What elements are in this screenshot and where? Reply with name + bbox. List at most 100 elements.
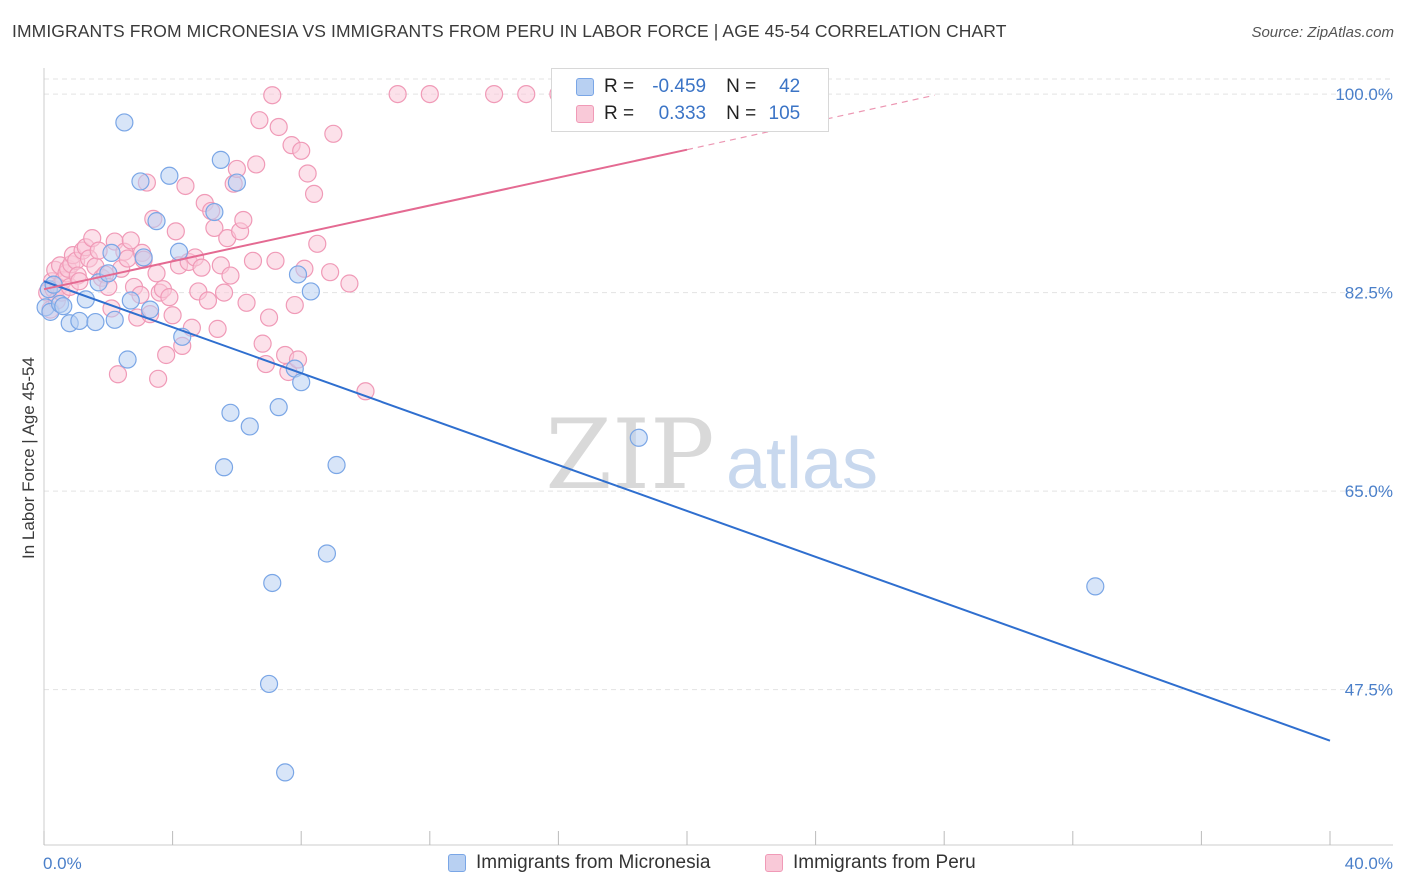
peru-point [420,84,439,104]
chart-title: IMMIGRANTS FROM MICRONESIA VS IMMIGRANTS… [12,21,1007,41]
peru-point [517,84,536,104]
micronesia-point [118,350,137,369]
micronesia-swatch [576,78,594,96]
micronesia-point [240,417,259,436]
micronesia-point [317,544,337,563]
peru-point [234,210,253,230]
micronesia-point [54,297,73,316]
micronesia-point [288,265,308,284]
y-tick-label: 82.5% [1345,284,1393,303]
y-tick-label: 47.5% [1345,681,1393,700]
legend-r-value: -0.459 [652,76,707,97]
micronesia-point [259,674,279,694]
peru-point [304,184,324,204]
peru-legend-label: Immigrants from Peru [793,852,976,873]
peru-point [163,306,182,325]
peru-point [259,308,279,327]
peru-point [388,84,407,104]
legend-r-value: 0.333 [658,103,707,124]
axes: 100.0% 82.5% 65.0% 47.5% 0.0% 40.0% [43,68,1393,873]
legend-row-peru: R = 0.333 N = 105 [552,101,800,127]
series-legend-peru: Immigrants from Peru [765,852,976,874]
legend-r-label: R = [604,103,635,124]
stats-legend: R = -0.459 N = 42 R = 0.333 N = 105 [551,68,829,132]
micronesia-point [147,212,166,231]
micronesia-point [102,243,121,262]
peru-legend-swatch [765,854,783,872]
peru-point [308,234,327,253]
peru-point [298,164,317,183]
peru-point [121,231,140,250]
micronesia-point [629,428,648,447]
peru-point [166,222,185,241]
micronesia-trend-line [43,280,1331,742]
x-tick-label: 0.0% [43,854,82,873]
legend-n-label: N = [726,103,757,124]
grid-lines [44,78,1393,691]
legend-n-value: 42 [779,76,801,97]
peru-point [192,258,211,277]
peru-point [221,266,240,285]
micronesia-point [86,312,105,332]
micronesia-point [70,311,89,331]
micronesia-legend-swatch [448,854,466,872]
watermark-atlas: atlas [726,424,878,504]
peru-point [321,263,340,282]
legend-n-label: N = [726,76,757,97]
peru-point [208,319,227,338]
peru-point [243,251,263,270]
micronesia-point [160,166,179,185]
y-tick-label: 65.0% [1345,482,1393,501]
micronesia-legend-label: Immigrants from Micronesia [476,852,711,873]
peru-point [237,293,256,312]
peru-point [266,251,285,270]
data-points [36,84,1105,782]
watermark-zip: ZIP [545,399,714,511]
peru-point [157,345,176,365]
peru-point [247,155,266,174]
micronesia-point [131,172,150,191]
y-axis-label: In Labor Force | Age 45-54 [19,357,38,559]
peru-point [485,84,504,104]
peru-point [250,111,269,130]
peru-trend-line [43,148,688,291]
peru-point [147,264,166,283]
micronesia-point [221,403,240,422]
peru-point [253,334,272,353]
y-tick-label: 100.0% [1335,85,1393,104]
peru-point [285,295,304,315]
micronesia-point [227,173,246,192]
peru-swatch [576,105,594,123]
micronesia-point [1086,577,1105,596]
micronesia-point [276,763,295,782]
micronesia-point [105,310,124,329]
micronesia-point [205,202,224,222]
peru-point [324,124,343,143]
micronesia-point [115,113,134,132]
micronesia-point [134,248,153,267]
micronesia-point [140,300,160,319]
legend-row-micronesia: R = -0.459 N = 42 [552,74,800,100]
micronesia-point [214,458,234,477]
peru-point [340,274,359,293]
peru-point [263,86,282,105]
micronesia-point [263,573,282,593]
series-legend-micronesia: Immigrants from Micronesia [448,852,710,874]
peru-point [269,117,288,137]
micronesia-point [121,291,140,310]
peru-point [160,288,179,307]
peru-point [214,283,234,302]
micronesia-point [211,150,230,169]
peru-point [108,365,128,384]
source-label: Source: ZipAtlas.com [1251,24,1394,41]
micronesia-point [301,282,320,301]
watermark: ZIP atlas [545,399,878,511]
legend-n-value: 105 [768,103,801,124]
x-tick-label: 40.0% [1345,854,1393,873]
peru-point [176,176,195,196]
peru-point [149,369,168,388]
micronesia-point [269,398,288,417]
peru-point [198,291,218,310]
micronesia-point [327,455,346,475]
